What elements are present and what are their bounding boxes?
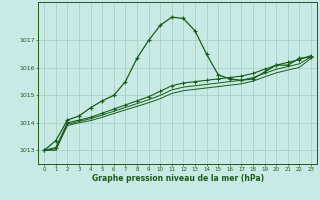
X-axis label: Graphe pression niveau de la mer (hPa): Graphe pression niveau de la mer (hPa): [92, 174, 264, 183]
